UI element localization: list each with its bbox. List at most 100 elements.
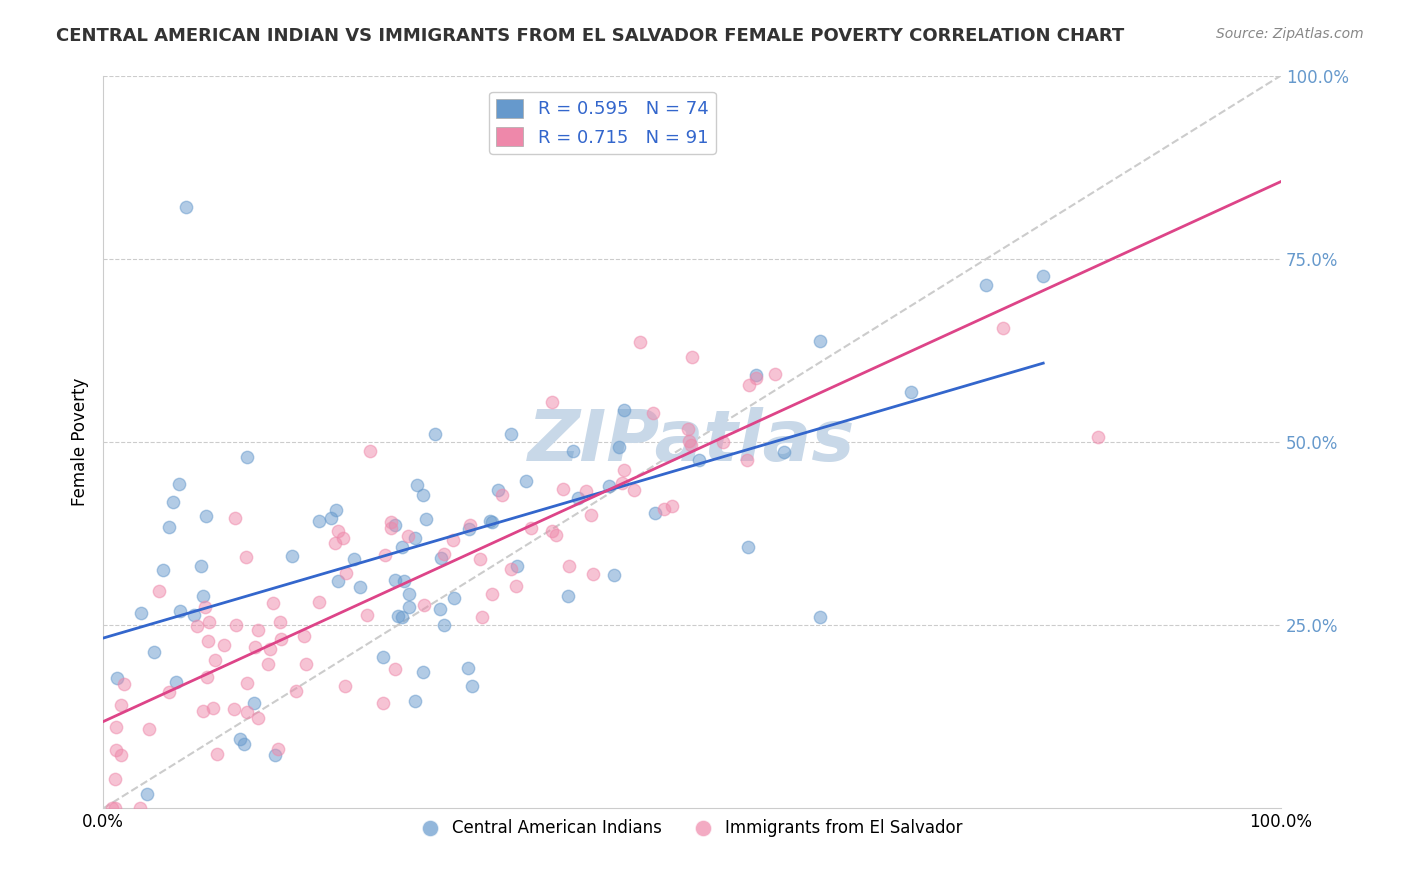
Point [270,632,292,647]
Point [678,434,700,448]
Point [737,540,759,554]
Point [544,528,567,542]
Point [105,671,128,685]
Point [197,633,219,648]
Point [356,608,378,623]
Point [582,566,605,581]
Point [391,540,413,554]
Point [380,516,402,530]
Point [308,595,330,609]
Point [688,453,710,467]
Point [236,450,259,464]
Point [342,552,364,566]
Point [229,732,252,747]
Point [676,422,699,436]
Point [236,675,259,690]
Point [652,502,675,516]
Point [110,747,132,762]
Point [974,277,997,292]
Point [404,693,426,707]
Point [745,368,768,382]
Point [264,748,287,763]
Point [610,475,633,490]
Point [681,437,703,451]
Point [575,483,598,498]
Point [423,427,446,442]
Point [443,591,465,606]
Point [235,549,257,564]
Point [479,514,502,528]
Point [325,503,347,517]
Point [1087,430,1109,444]
Point [541,524,564,538]
Point [256,657,278,671]
Point [415,512,437,526]
Point [191,590,214,604]
Point [284,683,307,698]
Point [486,483,509,498]
Point [165,674,187,689]
Point [183,608,205,623]
Point [167,476,190,491]
Point [332,531,354,545]
Point [433,617,456,632]
Point [335,566,357,581]
Legend: Central American Indians, Immigrants from El Salvador: Central American Indians, Immigrants fro… [415,813,969,844]
Point [991,321,1014,335]
Point [430,550,453,565]
Point [374,548,396,562]
Point [349,580,371,594]
Point [198,615,221,629]
Point [262,596,284,610]
Point [557,559,579,574]
Point [603,567,626,582]
Point [461,679,484,693]
Point [499,562,522,576]
Point [460,518,482,533]
Point [396,529,419,543]
Point [328,574,350,588]
Point [269,615,291,629]
Text: ZIPatlas: ZIPatlas [529,408,856,476]
Point [457,661,479,675]
Point [520,521,543,535]
Point [207,747,229,761]
Point [458,522,481,536]
Point [195,670,218,684]
Point [744,370,766,384]
Point [243,640,266,655]
Point [142,645,165,659]
Point [371,696,394,710]
Point [104,772,127,787]
Point [661,499,683,513]
Point [384,573,406,587]
Point [319,510,342,524]
Point [236,705,259,719]
Text: CENTRAL AMERICAN INDIAN VS IMMIGRANTS FROM EL SALVADOR FEMALE POVERTY CORRELATIO: CENTRAL AMERICAN INDIAN VS IMMIGRANTS FR… [56,27,1125,45]
Point [186,619,208,633]
Point [623,483,645,498]
Point [579,508,602,523]
Point [308,514,330,528]
Point [429,602,451,616]
Point [333,679,356,693]
Point [505,578,527,592]
Point [359,444,381,458]
Point [138,723,160,737]
Point [194,508,217,523]
Point [135,787,157,801]
Point [412,665,434,679]
Point [391,610,413,624]
Point [412,598,434,612]
Point [384,662,406,676]
Point [499,427,522,442]
Point [148,583,170,598]
Point [1032,268,1054,283]
Point [598,479,620,493]
Point [384,518,406,533]
Point [104,801,127,815]
Point [152,563,174,577]
Point [613,402,636,417]
Point [162,495,184,509]
Point [763,367,786,381]
